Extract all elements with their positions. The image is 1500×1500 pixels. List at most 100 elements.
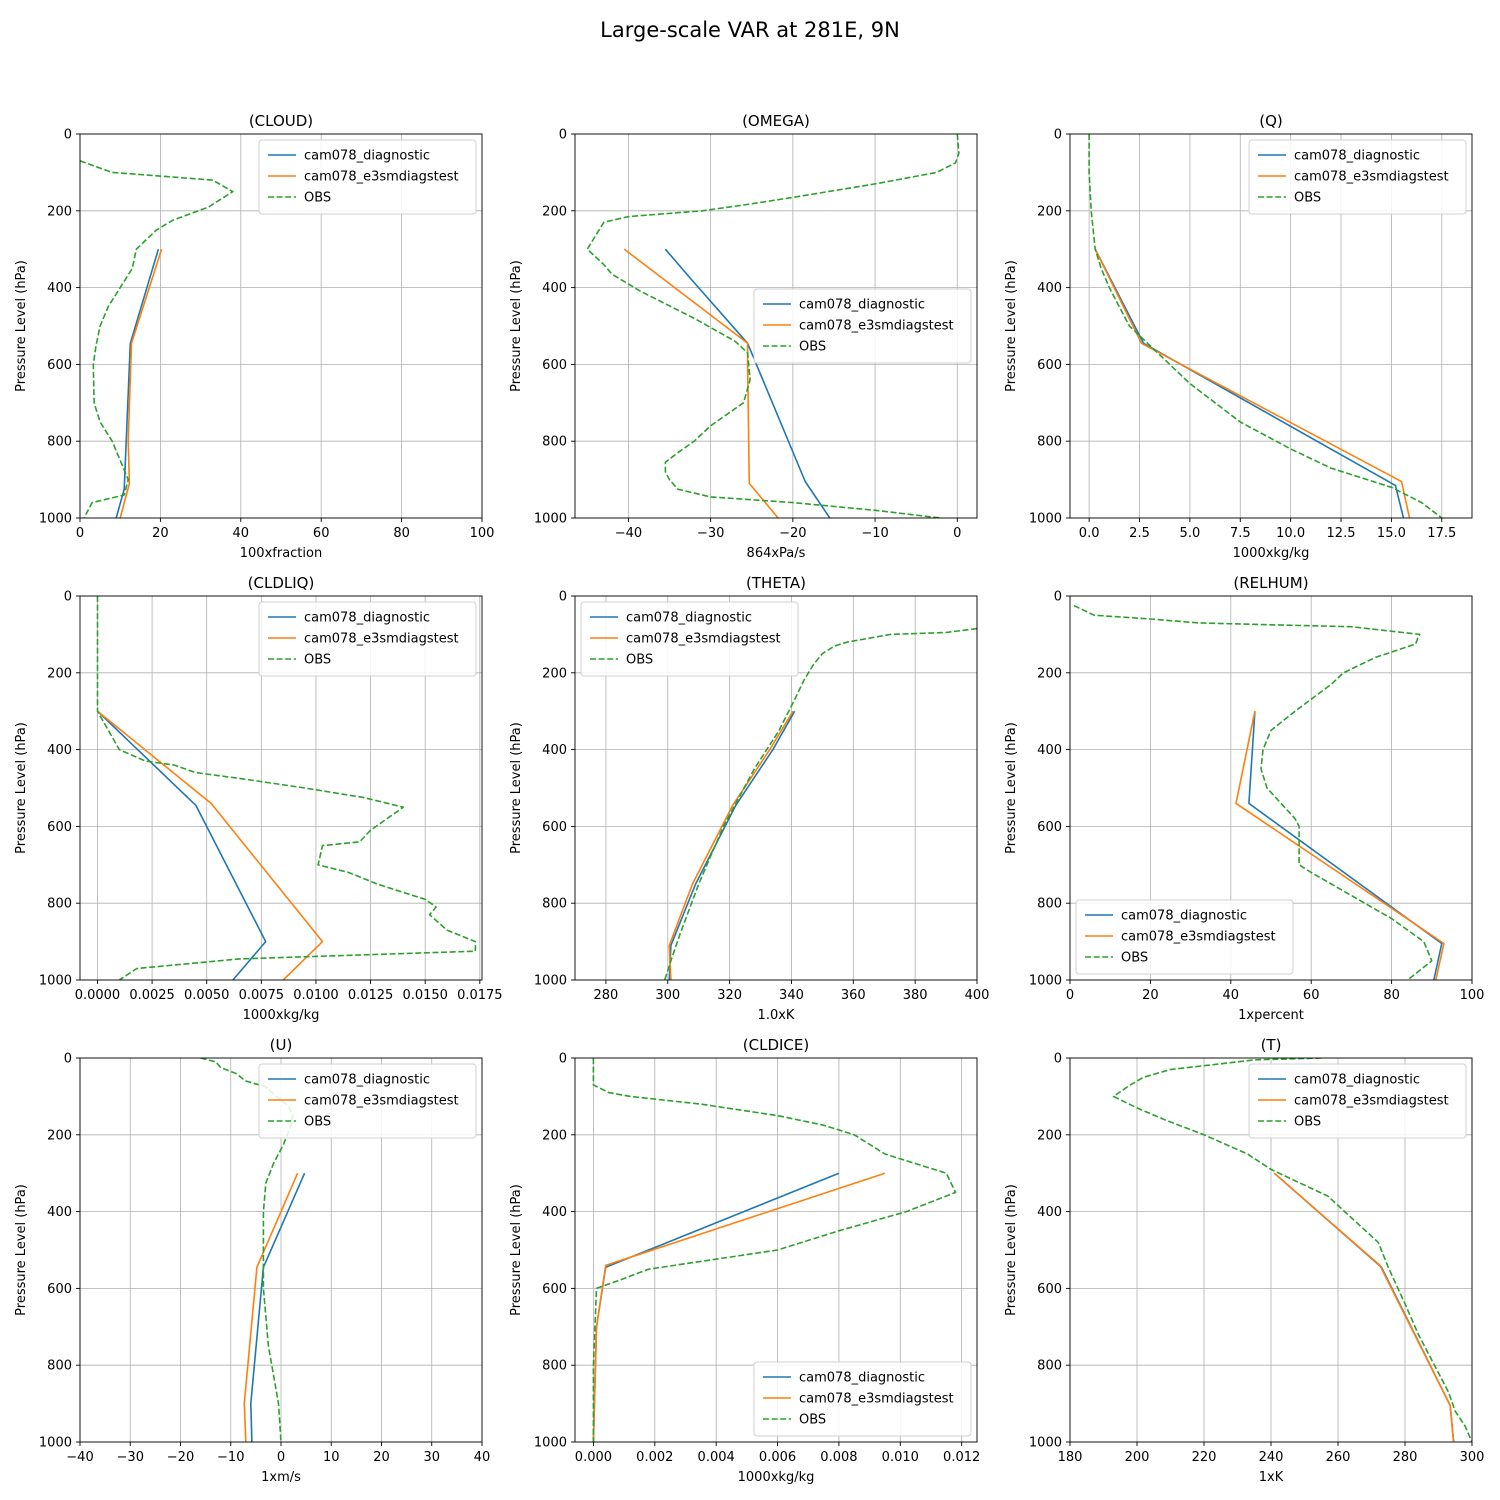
x-axis-label: 1xK bbox=[1259, 1470, 1284, 1485]
legend-box bbox=[1248, 1063, 1467, 1139]
y-tick-label: 200 bbox=[1037, 666, 1062, 681]
panel-2: 0.0 2.5 5.0 7.5 10.0 12.5 15.0 17.5 0 200 400 600 80… bbox=[1004, 112, 1473, 561]
y-tick-label: 1000 bbox=[1029, 512, 1062, 527]
axes-frame bbox=[574, 1057, 978, 1443]
legend-box bbox=[258, 601, 477, 677]
x-tick-label: 220 bbox=[1192, 1450, 1217, 1465]
x-tick-label: −10 bbox=[861, 526, 888, 541]
y-tick-label: 600 bbox=[1037, 820, 1062, 835]
legend-label: cam078_diagnostic bbox=[626, 611, 752, 626]
panel-title: (T) bbox=[1261, 1036, 1282, 1054]
x-tick-label: 300 bbox=[1460, 1450, 1485, 1465]
axes-frame bbox=[79, 133, 483, 519]
panel-3: 0.0000 0.0025 0.0050 0.0075 0.0100 0.0125 0.01… bbox=[14, 574, 503, 1023]
legend-box bbox=[258, 139, 477, 215]
y-tick-label: 800 bbox=[47, 435, 72, 450]
series-line-cam078_diagnostic bbox=[668, 710, 796, 980]
legend-label: cam078_e3smdiagstest bbox=[1294, 170, 1449, 185]
x-tick-label: 2.5 bbox=[1129, 526, 1150, 541]
legend-label: OBS bbox=[304, 1115, 331, 1130]
x-tick-label: −10 bbox=[217, 1450, 244, 1465]
legend-label: cam078_e3smdiagstest bbox=[1294, 1094, 1449, 1109]
y-tick-label: 400 bbox=[1037, 281, 1062, 296]
x-tick-label: 40 bbox=[233, 526, 250, 541]
x-tick-label: −20 bbox=[779, 526, 806, 541]
y-tick-label: 1000 bbox=[39, 974, 72, 989]
axes-frame bbox=[1069, 133, 1473, 519]
y-tick-label: 1000 bbox=[39, 1436, 72, 1451]
panel-title: (RELHUM) bbox=[1233, 574, 1308, 592]
x-axis-label: 1000xkg/kg bbox=[1233, 546, 1310, 561]
x-tick-label: 17.5 bbox=[1427, 526, 1456, 541]
legend-label: cam078_e3smdiagstest bbox=[626, 632, 781, 647]
legend-label: cam078_e3smdiagstest bbox=[799, 1392, 954, 1407]
panel-title: (CLDLIQ) bbox=[248, 574, 315, 592]
y-tick-label: 1000 bbox=[1029, 1436, 1062, 1451]
x-tick-label: 0.004 bbox=[698, 1450, 735, 1465]
x-tick-label: 0.0025 bbox=[129, 988, 175, 1003]
series-line-OBS bbox=[663, 627, 977, 980]
x-tick-label: 40 bbox=[474, 1450, 491, 1465]
y-axis-label: Pressure Level (hPa) bbox=[1004, 260, 1019, 392]
y-tick-label: 0 bbox=[559, 128, 567, 143]
y-tick-label: 200 bbox=[1037, 1128, 1062, 1143]
x-tick-label: 0 bbox=[953, 526, 961, 541]
legend-box bbox=[1248, 139, 1467, 215]
x-tick-label: 15.0 bbox=[1377, 526, 1406, 541]
y-tick-label: 800 bbox=[47, 897, 72, 912]
panel-5: 0 20 40 60 80 10002004006008001000(RELHUM)1xp… bbox=[1004, 574, 1484, 1023]
y-tick-label: 0 bbox=[559, 1052, 567, 1067]
x-tick-label: −40 bbox=[66, 1450, 93, 1465]
panel-title: (CLDICE) bbox=[743, 1036, 809, 1054]
x-tick-label: 80 bbox=[1383, 988, 1400, 1003]
x-tick-label: 300 bbox=[655, 988, 680, 1003]
legend-label: OBS bbox=[799, 1413, 826, 1428]
axes-frame bbox=[1069, 595, 1473, 981]
x-tick-label: 180 bbox=[1058, 1450, 1083, 1465]
x-axis-label: 1xpercent bbox=[1238, 1008, 1304, 1023]
y-tick-label: 400 bbox=[47, 281, 72, 296]
x-tick-label: 20 bbox=[373, 1450, 390, 1465]
legend-label: cam078_diagnostic bbox=[1121, 909, 1247, 924]
x-axis-label: 1000xkg/kg bbox=[738, 1470, 815, 1485]
y-tick-label: 400 bbox=[1037, 743, 1062, 758]
series-line-OBS bbox=[586, 134, 960, 518]
series-line-OBS bbox=[1112, 1058, 1472, 1442]
x-tick-label: 200 bbox=[1125, 1450, 1150, 1465]
y-tick-label: 0 bbox=[64, 590, 72, 605]
legend-label: OBS bbox=[304, 653, 331, 668]
y-tick-label: 200 bbox=[542, 204, 567, 219]
legend: cam078_diagnostic cam078_e3smdiagstest OBS bbox=[753, 1361, 972, 1437]
axes-frame bbox=[574, 133, 978, 519]
series-line-cam078_diagnostic bbox=[250, 1172, 306, 1442]
x-tick-label: 60 bbox=[1303, 988, 1320, 1003]
x-tick-label: 0.008 bbox=[820, 1450, 857, 1465]
y-tick-label: 0 bbox=[1054, 128, 1062, 143]
panel-title: (Q) bbox=[1259, 112, 1283, 130]
x-tick-label: 12.5 bbox=[1327, 526, 1356, 541]
y-tick-label: 800 bbox=[542, 897, 567, 912]
legend-label: OBS bbox=[626, 653, 653, 668]
x-tick-label: 10 bbox=[323, 1450, 340, 1465]
legend: cam078_diagnostic cam078_e3smdiagstest OBS bbox=[1248, 1063, 1467, 1139]
x-tick-label: 0.0 bbox=[1079, 526, 1100, 541]
y-tick-label: 800 bbox=[1037, 435, 1062, 450]
y-axis-label: Pressure Level (hPa) bbox=[1004, 1184, 1019, 1316]
panel-title: (U) bbox=[270, 1036, 293, 1054]
x-tick-label: 0.0175 bbox=[457, 988, 503, 1003]
legend-label: cam078_diagnostic bbox=[1294, 149, 1420, 164]
x-tick-label: 40 bbox=[1223, 988, 1240, 1003]
legend: cam078_diagnostic cam078_e3smdiagstest OBS bbox=[258, 139, 477, 215]
x-tick-label: 100 bbox=[470, 526, 495, 541]
panel-title: (OMEGA) bbox=[742, 112, 810, 130]
y-tick-label: 600 bbox=[47, 820, 72, 835]
series-line-cam078_e3smdiagstest bbox=[243, 1172, 299, 1442]
y-tick-label: 400 bbox=[47, 1205, 72, 1220]
panel-title: (THETA) bbox=[746, 574, 806, 592]
series-line-cam078_e3smdiagstest bbox=[1094, 248, 1411, 518]
legend: cam078_diagnostic cam078_e3smdiagstest OBS bbox=[258, 1063, 477, 1139]
panel-title: (CLOUD) bbox=[249, 112, 313, 130]
legend-label: cam078_diagnostic bbox=[304, 149, 430, 164]
y-tick-label: 600 bbox=[47, 1282, 72, 1297]
